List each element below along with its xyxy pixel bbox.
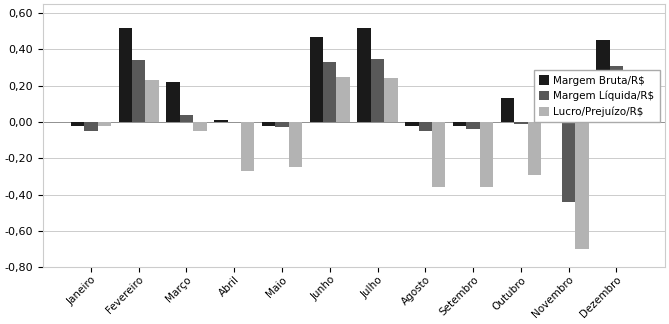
Bar	[193, 122, 207, 131]
Bar	[480, 122, 493, 187]
Bar	[528, 122, 541, 175]
Bar	[623, 82, 636, 122]
Bar	[453, 122, 466, 126]
Bar	[357, 28, 371, 122]
Bar	[98, 122, 111, 126]
Bar	[609, 66, 623, 122]
Bar	[214, 120, 227, 122]
Bar	[323, 62, 337, 122]
Bar	[405, 122, 419, 126]
Bar	[262, 122, 276, 126]
Bar	[466, 122, 480, 129]
Bar	[596, 40, 609, 122]
Bar	[132, 60, 145, 122]
Bar	[289, 122, 302, 167]
Bar	[501, 98, 514, 122]
Bar	[384, 78, 397, 122]
Bar	[118, 28, 132, 122]
Bar	[337, 77, 350, 122]
Bar	[276, 122, 289, 127]
Bar	[180, 115, 193, 122]
Bar	[241, 122, 254, 171]
Bar	[419, 122, 432, 131]
Bar	[432, 122, 446, 187]
Bar	[310, 37, 323, 122]
Bar	[514, 122, 528, 124]
Bar	[575, 122, 589, 249]
Bar	[71, 122, 84, 126]
Bar	[145, 80, 159, 122]
Bar	[371, 59, 384, 122]
Bar	[84, 122, 98, 131]
Bar	[167, 82, 180, 122]
Bar	[562, 122, 575, 202]
Legend: Margem Bruta/R$, Margem Líquida/R$, Lucro/Prejuízo/R$: Margem Bruta/R$, Margem Líquida/R$, Lucr…	[533, 70, 660, 122]
